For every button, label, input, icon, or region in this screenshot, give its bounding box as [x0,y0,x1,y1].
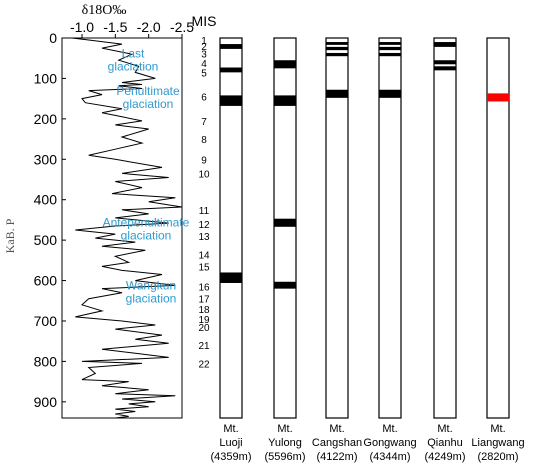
glaciation-annotation: Wangkun glaciation [126,279,177,306]
glaciation-band [434,66,456,71]
glaciation-band [326,46,348,51]
glaciation-band [326,89,348,98]
column-cangshan [325,37,349,419]
mis-stage-label: 6 [201,93,207,104]
glaciation-band [274,60,296,69]
mis-stage-label: 3 [201,49,207,60]
column-yulong [273,37,297,419]
mis-stage-label: 1 [201,36,207,47]
mis-stage-label: 10 [198,169,210,180]
glaciation-band [379,52,401,57]
x-tick-label: -1.0 [70,19,94,35]
column-mt-label: Mt. [490,423,505,435]
y-tick-label: 600 [34,273,58,289]
column-site-label: Liangwang [471,437,524,449]
column-elevation-label: (2820m) [478,451,519,463]
column-elevation-label: (4359m) [211,451,252,463]
mis-stage-label: 13 [198,232,210,243]
glaciation-band [379,89,401,98]
mis-stage-label: 9 [201,155,207,166]
column-luoji [219,37,243,419]
d18o-series-line [71,37,183,419]
mis-stage-label: 15 [198,262,210,273]
glaciation-band [487,93,509,102]
x-axis-title: δ18O‰ [82,3,127,18]
mis-header: MIS [192,13,217,29]
column-elevation-label: (5596m) [265,451,306,463]
glaciation-band [434,60,456,65]
x-tick-label: -1.5 [103,19,127,35]
column-qianhu [433,37,457,419]
mis-stage-label: 8 [201,135,207,146]
column-mt-label: Mt. [382,423,397,435]
mis-stage-label: 14 [198,250,210,261]
glaciation-band [220,95,242,106]
glacier-columns: Mt. Luoji (4359m) Mt. Yulong (5596m) Mt. Cangsh… [211,37,525,463]
glaciation-band [379,42,401,45]
mis-stage-label: 7 [201,117,207,128]
mis-stage-label: 11 [199,206,210,217]
y-tick-label: 300 [34,151,58,167]
column-elevation-label: (4249m) [425,451,466,463]
glaciation-annotation: Antepenultimate glaciation [103,215,190,242]
mis-stage-label: 4 [201,59,207,70]
column-gongwang [378,37,402,419]
mis-stage-label: 2 [201,42,207,53]
column-mt-label: Mt. [277,423,292,435]
glaciation-band [326,42,348,45]
mis-stage-label: 5 [201,68,207,79]
glaciation-band [274,281,296,289]
glaciation-band [220,272,242,283]
glaciation-band [220,67,242,73]
plot-frame [61,37,183,419]
mis-stage-label: 19 [198,315,210,326]
x-tick-label: -2.5 [170,19,194,35]
column-site-label: Yulong [268,437,302,449]
x-tick-label: -2.0 [137,19,161,35]
column-elevation-label: (4344m) [370,451,411,463]
y-tick-label: 100 [34,70,58,86]
glaciation-band [326,52,348,57]
column-site-label: Gongwang [363,437,416,449]
column-site-label: Cangshan [312,437,362,449]
glaciation-annotation: Penultimate glaciation [116,84,180,111]
glaciation-band [434,42,456,47]
y-tick-label: 900 [34,394,58,410]
d18o-plot: -1.0 -1.5 -2.0 -2.5 0 100 200 300 400 500 600 700 80… [34,19,194,419]
y-axis-title: KaB. P [3,218,17,253]
column-site-label: Luoji [219,437,242,449]
column-liangwang [486,37,510,419]
mis-stage-label: 21 [198,341,210,352]
y-tick-label: 200 [34,111,58,127]
column-site-label: Qianhu [427,437,462,449]
mis-stage-label: 12 [198,220,210,231]
mis-stage-label: 16 [198,283,210,294]
column-mt-label: Mt. [329,423,344,435]
y-tick-label: 700 [34,313,58,329]
column-mt-label: Mt. [437,423,452,435]
y-tick-label: 500 [34,232,58,248]
y-tick-label: 800 [34,353,58,369]
glaciation-band [274,95,296,106]
mis-stage-label: 20 [198,323,210,334]
column-elevation-label: (4122m) [317,451,358,463]
mis-stage-label: 17 [198,295,210,306]
y-tick-label: 0 [49,30,57,46]
y-tick-label: 400 [34,192,58,208]
glaciation-band [379,46,401,51]
mis-stage-label: 18 [198,305,210,316]
mis-stage-label: 22 [198,359,210,370]
column-mt-label: Mt. [223,423,238,435]
glaciation-band [220,44,242,49]
glaciation-band [274,218,296,227]
glaciation-annotation: Last glaciation [108,46,159,73]
